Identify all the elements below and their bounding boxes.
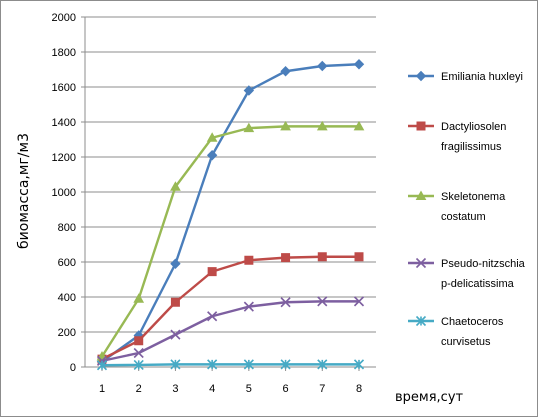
legend-label: Chaetoceros <box>441 316 504 328</box>
data-point-x <box>317 296 328 307</box>
series-line <box>101 300 359 363</box>
x-tick-label: 7 <box>319 383 325 395</box>
data-point-diamond <box>353 59 365 70</box>
y-tick-label: 600 <box>58 257 76 269</box>
x-tick-label: 5 <box>246 383 252 395</box>
y-tick-label: 1200 <box>52 152 76 164</box>
series-line <box>101 63 360 363</box>
data-point-square <box>317 252 327 262</box>
data-point-triangle <box>133 293 145 303</box>
y-tick-label: 400 <box>58 292 76 304</box>
data-point-x <box>170 329 181 340</box>
data-point-square <box>354 252 364 262</box>
data-point-asterisk <box>317 359 328 370</box>
legend-label: fragilissimus <box>441 141 502 153</box>
y-tick-label: 1800 <box>52 47 76 59</box>
data-point-asterisk <box>133 359 144 370</box>
x-axis-title: время,сут <box>395 390 464 405</box>
data-point-asterisk <box>280 359 291 370</box>
x-tick-label: 8 <box>356 383 362 395</box>
series-pseudo-nitzschia-p-delicatissima <box>96 296 365 366</box>
data-point-x <box>207 311 218 322</box>
gridlines <box>85 16 376 333</box>
legend-entry: Dactyliosolen fragilissimus <box>408 121 506 153</box>
data-point-triangle <box>243 122 255 133</box>
data-point-diamond <box>280 66 291 77</box>
data-point-square <box>416 121 426 131</box>
series-line <box>101 255 359 361</box>
data-point-square <box>170 297 180 307</box>
legend: Emiliania huxleyi Dactyliosolen fragilissi… <box>408 70 526 348</box>
data-point-asterisk <box>170 359 181 370</box>
legend-entry: Skeletonema costatum <box>408 190 506 223</box>
series-line <box>101 363 359 367</box>
legend-entry: Emiliania huxleyi <box>408 70 523 83</box>
legend-label: curvisetus <box>441 336 491 348</box>
series-chaetoceros-curvisetus <box>96 359 365 371</box>
data-point-triangle <box>316 120 328 131</box>
data-point-asterisk <box>353 359 365 370</box>
x-tick-label: 4 <box>209 383 215 395</box>
legend-label: costatum <box>441 211 486 223</box>
y-tick-label: 1000 <box>52 187 76 199</box>
data-point-triangle <box>170 181 181 191</box>
y-tick-label: 2000 <box>52 12 76 24</box>
x-tick-label: 2 <box>136 383 142 395</box>
series-dactyliosolen-fragilissimus <box>97 252 364 364</box>
legend-label: Dactyliosolen <box>441 121 506 133</box>
data-point-triangle <box>415 190 427 200</box>
legend-label: p-delicatissima <box>441 278 515 290</box>
series-line <box>100 125 359 358</box>
data-point-x <box>280 297 291 308</box>
data-point-asterisk <box>243 359 254 370</box>
data-point-diamond <box>206 150 218 161</box>
y-axis-title: биомасса,мг/м3 <box>16 133 32 249</box>
legend-entry: Chaetoceros curvisetus <box>408 315 504 348</box>
x-tick-label: 3 <box>172 383 178 395</box>
y-tick-label: 800 <box>58 222 76 234</box>
data-point-diamond <box>170 258 181 269</box>
data-point-square <box>244 255 254 265</box>
y-tick-label: 1400 <box>52 117 76 129</box>
data-point-x <box>353 296 365 307</box>
data-point-diamond <box>317 60 328 72</box>
data-point-x <box>243 301 254 312</box>
data-point-x <box>133 347 144 359</box>
data-point-triangle <box>353 120 365 131</box>
data-point-asterisk <box>96 360 108 371</box>
legend-label: Emiliania huxleyi <box>441 71 523 83</box>
series-emiliania-huxleyi <box>96 59 365 367</box>
data-point-diamond <box>243 85 255 96</box>
data-point-asterisk <box>207 359 218 370</box>
data-point-square <box>134 336 144 346</box>
x-tick-labels: 1 2 3 4 5 6 7 8 <box>99 383 362 395</box>
legend-label: Pseudo-nitzschia <box>441 258 526 270</box>
legend-entry: Pseudo-nitzschia p-delicatissima <box>408 257 526 290</box>
x-tick-label: 6 <box>283 383 289 395</box>
series-layer <box>96 59 365 371</box>
series-skeletonema-costatum <box>96 120 365 361</box>
data-point-triangle <box>206 132 218 142</box>
y-tick-label: 1600 <box>52 82 76 94</box>
legend-label: Skeletonema <box>441 191 506 203</box>
y-tick-label: 0 <box>70 362 76 374</box>
data-point-asterisk <box>415 315 427 327</box>
data-point-triangle <box>280 120 291 131</box>
x-tick-label: 1 <box>99 383 105 395</box>
data-point-diamond <box>415 70 427 82</box>
y-tick-labels: 0 200 400 600 800 1000 1200 1400 1600 1800 2000 <box>52 12 76 374</box>
data-point-square <box>281 253 291 263</box>
y-tick-label: 200 <box>58 327 76 339</box>
data-point-x <box>415 257 427 269</box>
data-point-square <box>207 267 217 277</box>
